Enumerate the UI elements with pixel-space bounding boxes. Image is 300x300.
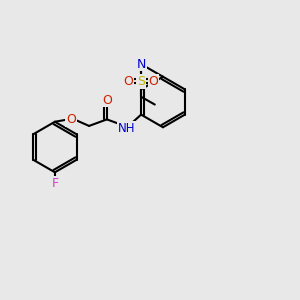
Text: O: O <box>102 94 112 106</box>
Text: S: S <box>137 75 145 88</box>
Text: O: O <box>66 113 76 126</box>
Text: O: O <box>124 75 134 88</box>
Text: NH: NH <box>118 122 135 134</box>
Text: F: F <box>51 177 58 190</box>
Text: N: N <box>136 58 146 70</box>
Text: O: O <box>148 75 158 88</box>
